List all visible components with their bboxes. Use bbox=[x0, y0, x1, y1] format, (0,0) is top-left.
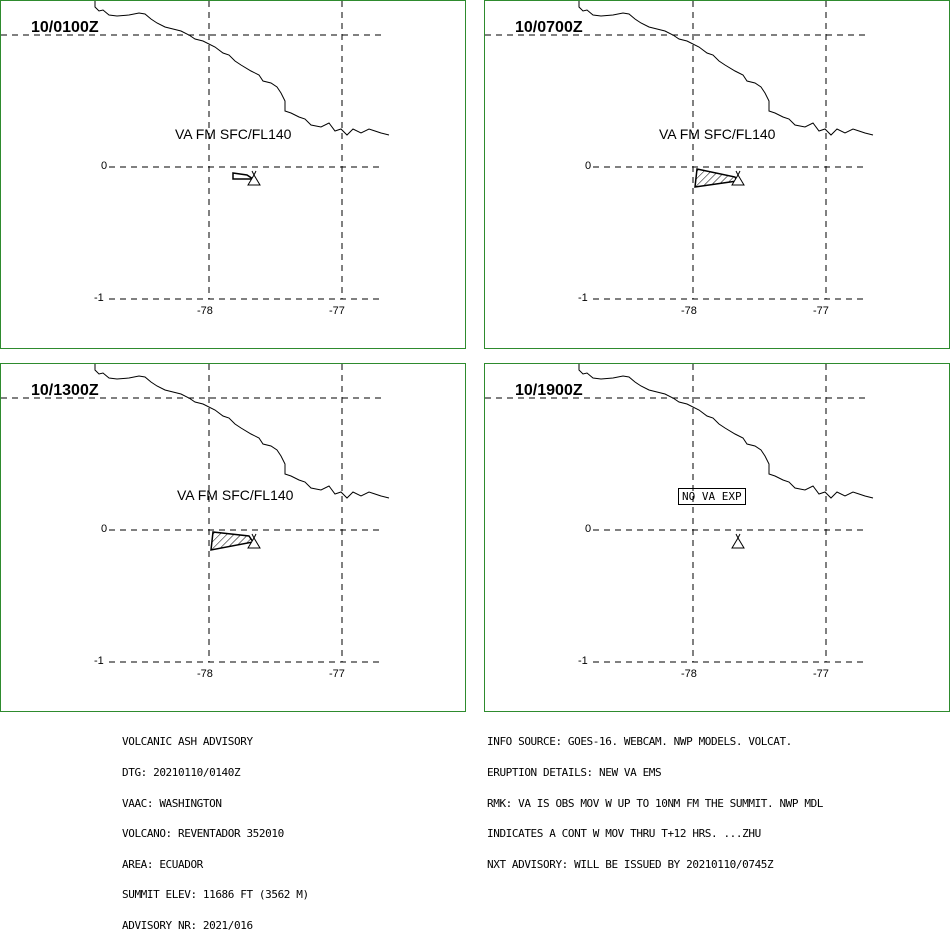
map-canvas-3 bbox=[1, 364, 390, 663]
advisory-line: ERUPTION DETAILS: NEW VA EMS bbox=[487, 766, 662, 779]
map-panel-2: 10/0700Z VA FM SFC/FL140 0 -1 -78 -77 bbox=[484, 0, 950, 349]
advisory-line: SUMMIT ELEV: 11686 FT (3562 M) bbox=[122, 888, 309, 902]
advisory-line: DTG: 20210110/0140Z bbox=[122, 766, 241, 779]
volcano-triangle-icon bbox=[731, 533, 745, 549]
advisory-header-block: VOLCANIC ASH ADVISORY DTG: 20210110/0140… bbox=[122, 717, 309, 941]
advisory-line: VAAC: WASHINGTON bbox=[122, 796, 222, 810]
graticule bbox=[1, 1, 381, 300]
lat-label-0: 0 bbox=[585, 160, 592, 172]
valid-time: 10/0700Z bbox=[515, 19, 583, 36]
advisory-line: INDICATES A CONT W MOV THRU T+12 HRS. ..… bbox=[487, 827, 761, 841]
valid-time: 10/0100Z bbox=[31, 19, 99, 36]
advisory-line: RMK: VA IS OBS MOV W UP TO 10NM FM THE S… bbox=[487, 796, 824, 810]
lon-label-78: -78 bbox=[197, 668, 213, 680]
map-canvas-1 bbox=[1, 1, 390, 300]
map-panel-3: 10/1300Z VA FM SFC/FL140 0 -1 -78 -77 bbox=[0, 363, 466, 712]
altitude-label: VA FM SFC/FL140 bbox=[177, 487, 294, 503]
lat-label-0: 0 bbox=[101, 523, 108, 535]
lat-label-0: 0 bbox=[585, 523, 592, 535]
advisory-remarks-block: INFO SOURCE: GOES-16. WEBCAM. NWP MODELS… bbox=[487, 717, 823, 880]
map-panel-1: 10/0100Z VA FM SFC/FL140 0 -1 -78 -77 bbox=[0, 0, 466, 349]
ash-cloud bbox=[694, 168, 739, 188]
volcano-triangle-icon bbox=[247, 170, 261, 186]
graticule bbox=[1, 364, 381, 663]
coastline bbox=[578, 1, 874, 136]
ash-cloud bbox=[210, 531, 255, 551]
graticule bbox=[485, 1, 865, 300]
advisory-line: NXT ADVISORY: WILL BE ISSUED BY 20210110… bbox=[487, 857, 774, 871]
graticule bbox=[485, 364, 865, 663]
lat-label-minus1: -1 bbox=[94, 655, 104, 667]
lat-label-minus1: -1 bbox=[578, 655, 588, 667]
lat-label-minus1: -1 bbox=[578, 292, 588, 304]
advisory-line: VOLCANIC ASH ADVISORY bbox=[122, 735, 253, 749]
map-canvas-4 bbox=[485, 364, 874, 663]
lon-label-78: -78 bbox=[681, 668, 697, 680]
altitude-label: VA FM SFC/FL140 bbox=[175, 126, 292, 142]
coastline bbox=[94, 1, 390, 136]
lon-label-77: -77 bbox=[329, 668, 345, 680]
ash-cloud bbox=[232, 172, 256, 180]
coastline bbox=[578, 364, 874, 499]
volcano-triangle-icon bbox=[247, 533, 261, 549]
valid-time: 10/1900Z bbox=[515, 382, 583, 399]
lat-label-minus1: -1 bbox=[94, 292, 104, 304]
no-va-expected-box: NO VA EXP bbox=[678, 488, 746, 505]
map-panel-4: 10/1900Z NO VA EXP 0 -1 -78 -77 bbox=[484, 363, 950, 712]
lon-label-77: -77 bbox=[329, 305, 345, 317]
coastline bbox=[94, 364, 390, 499]
advisory-line: AREA: ECUADOR bbox=[122, 857, 203, 871]
lon-label-78: -78 bbox=[681, 305, 697, 317]
volcano-triangle-icon bbox=[731, 170, 745, 186]
lat-label-0: 0 bbox=[101, 160, 108, 172]
valid-time: 10/1300Z bbox=[31, 382, 99, 399]
advisory-line: ADVISORY NR: 2021/016 bbox=[122, 918, 253, 932]
altitude-label: VA FM SFC/FL140 bbox=[659, 126, 776, 142]
advisory-line: INFO SOURCE: GOES-16. WEBCAM. NWP MODELS… bbox=[487, 735, 792, 749]
lon-label-77: -77 bbox=[813, 668, 829, 680]
lon-label-78: -78 bbox=[197, 305, 213, 317]
map-canvas-2 bbox=[485, 1, 874, 300]
lon-label-77: -77 bbox=[813, 305, 829, 317]
advisory-line: VOLCANO: REVENTADOR 352010 bbox=[122, 827, 284, 841]
